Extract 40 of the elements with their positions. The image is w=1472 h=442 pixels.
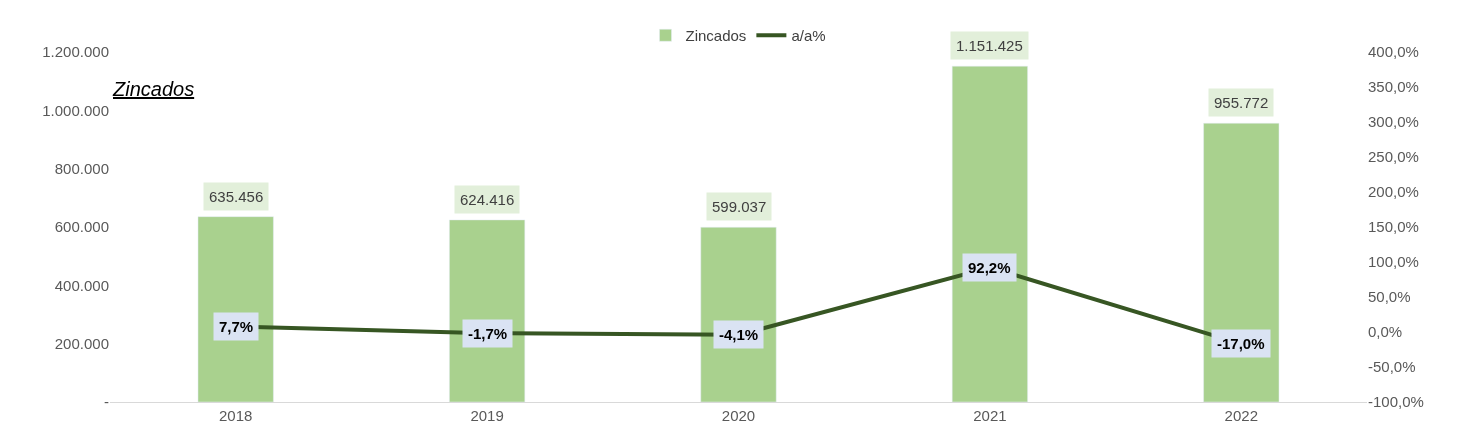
data-label: -4,1% bbox=[719, 326, 759, 343]
x-tick-label: 2020 bbox=[721, 407, 756, 424]
y-tick-label: 200.000 bbox=[54, 334, 109, 352]
x-tick-label: 2019 bbox=[470, 407, 504, 424]
y2-tick-label: 400,0% bbox=[1368, 43, 1419, 61]
y2-tick-label: 150,0% bbox=[1368, 218, 1419, 236]
legend-label: Zincados bbox=[685, 27, 747, 45]
data-label: 92,2% bbox=[968, 259, 1011, 276]
data-label: 7,7% bbox=[219, 318, 254, 335]
data-label: 624.416 bbox=[460, 191, 515, 208]
data-label: -1,7% bbox=[468, 325, 508, 342]
x-tick-label: 2022 bbox=[1224, 407, 1258, 424]
data-label: 955.772 bbox=[1214, 94, 1269, 111]
y2-tick-label: 50,0% bbox=[1368, 288, 1411, 306]
legend-label: a/a% bbox=[791, 27, 826, 45]
text: Zincados bbox=[112, 78, 195, 100]
y-tick-label: 400.000 bbox=[54, 276, 109, 294]
y2-tick-label: -50,0% bbox=[1368, 358, 1416, 376]
bar bbox=[449, 219, 526, 402]
bar bbox=[951, 65, 1028, 402]
y-tick-label: - bbox=[104, 393, 109, 411]
y-tick-label: 600.000 bbox=[54, 218, 109, 236]
bar bbox=[1203, 122, 1280, 402]
data-label: 635.456 bbox=[209, 188, 264, 205]
y-tick-label: 1.200.000 bbox=[42, 43, 109, 61]
y2-tick-label: 350,0% bbox=[1368, 78, 1419, 96]
y-tick-label: 1.000.000 bbox=[42, 101, 109, 119]
y2-tick-label: -100,0% bbox=[1368, 393, 1424, 411]
bar bbox=[197, 216, 274, 402]
x-tick-label: 2021 bbox=[973, 407, 1007, 424]
data-label: 1.151.425 bbox=[956, 37, 1023, 54]
x-tick-label: 2018 bbox=[219, 407, 253, 424]
data-label: 599.037 bbox=[712, 198, 767, 215]
y2-tick-label: 250,0% bbox=[1368, 148, 1419, 166]
y2-tick-label: 200,0% bbox=[1368, 183, 1419, 201]
y2-tick-label: 300,0% bbox=[1368, 113, 1419, 131]
data-label: -17,0% bbox=[1217, 335, 1265, 352]
y-tick-label: 800.000 bbox=[54, 159, 109, 177]
y2-tick-label: 0,0% bbox=[1368, 323, 1403, 341]
y2-tick-label: 100,0% bbox=[1368, 253, 1419, 271]
